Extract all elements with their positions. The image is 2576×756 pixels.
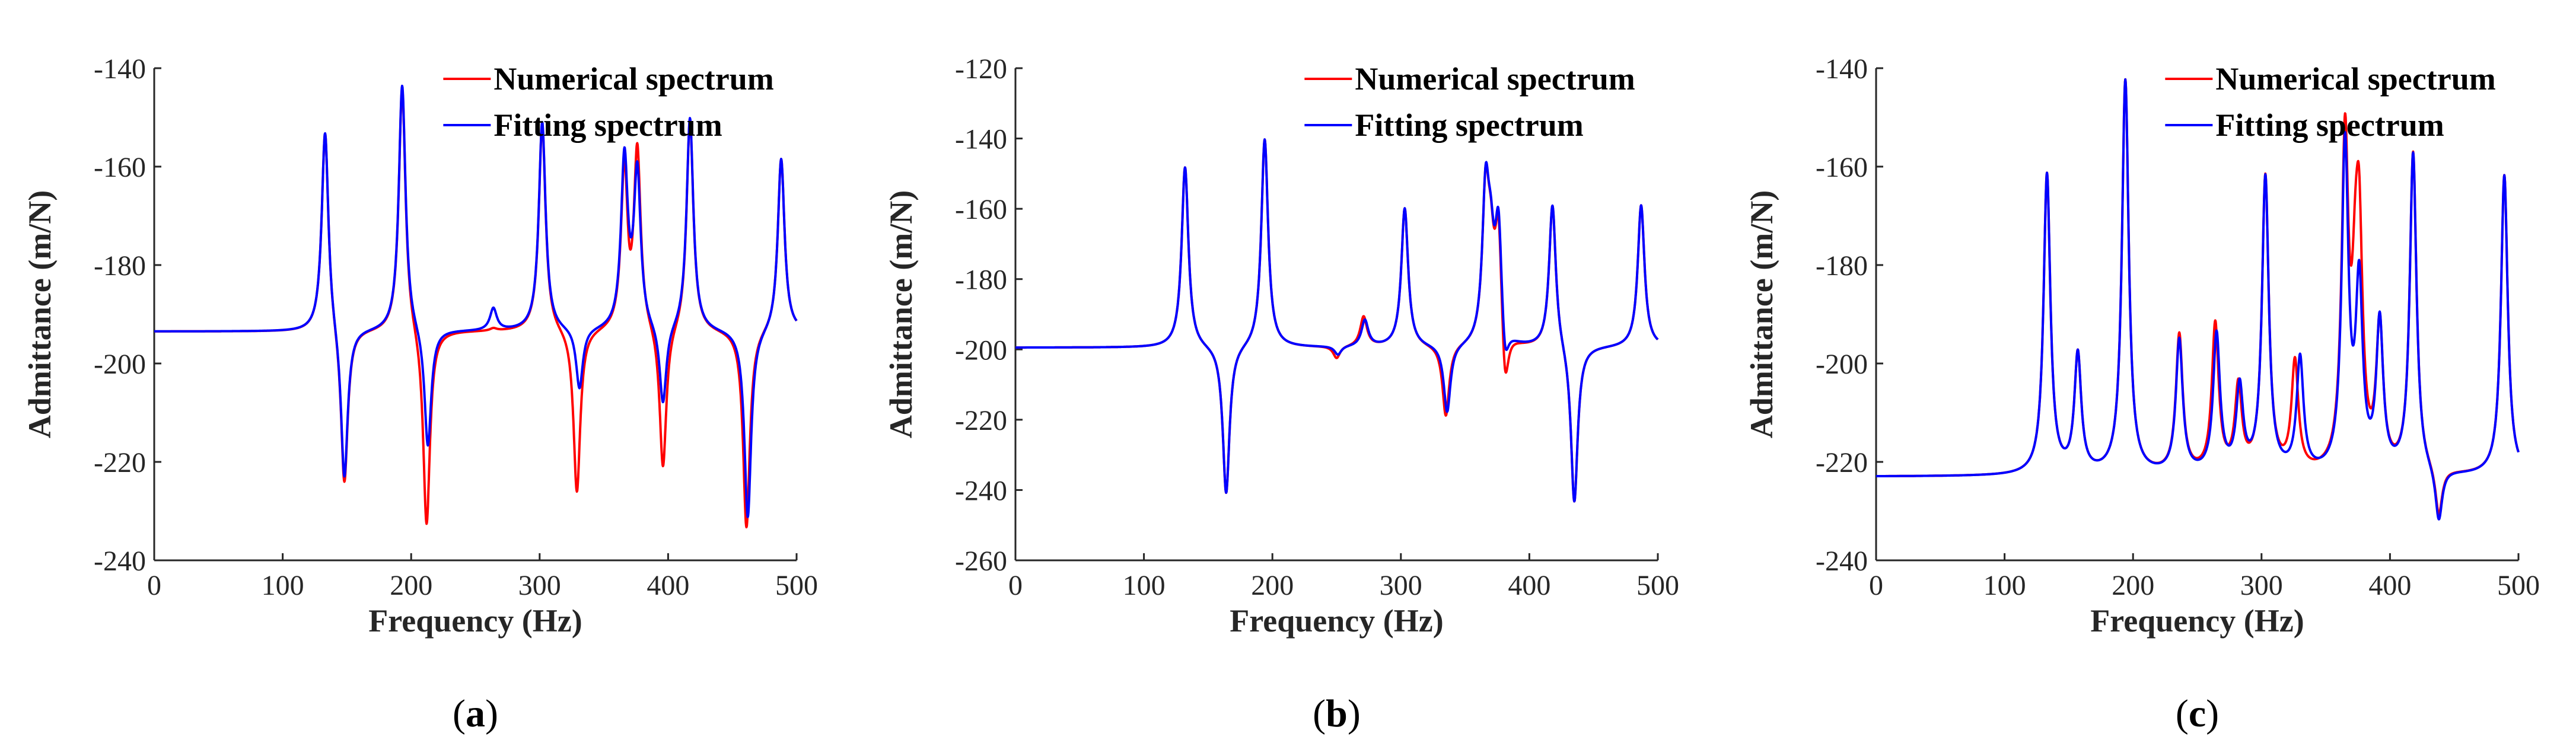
x-tick-label: 400 xyxy=(647,570,689,601)
x-tick-label: 400 xyxy=(1508,570,1550,601)
y-tick-label: -180 xyxy=(94,250,146,282)
legend-entry: Numerical spectrum xyxy=(2215,61,2495,97)
x-tick-label: 0 xyxy=(1008,570,1023,601)
y-tick-label: -200 xyxy=(955,334,1007,366)
x-tick-label: 300 xyxy=(518,570,561,601)
legend-entry: Numerical spectrum xyxy=(493,61,773,97)
x-tick-label: 400 xyxy=(2368,570,2411,601)
panel-label: (c) xyxy=(2176,692,2219,735)
y-tick-label: -160 xyxy=(955,194,1007,225)
y-tick-label: -240 xyxy=(94,546,146,577)
y-tick-label: -200 xyxy=(94,349,146,380)
x-tick-label: 0 xyxy=(1869,570,1883,601)
x-tick-label: 100 xyxy=(1983,570,2026,601)
x-tick-label: 200 xyxy=(1251,570,1294,601)
x-tick-label: 300 xyxy=(1380,570,1422,601)
panel-label: (a) xyxy=(453,692,498,735)
y-tick-label: -120 xyxy=(955,53,1007,85)
legend-entry: Fitting spectrum xyxy=(1355,107,1583,143)
y-tick-label: -260 xyxy=(955,546,1007,577)
y-tick-label: -180 xyxy=(955,264,1007,296)
y-axis-label: Admittance (m/N) xyxy=(1744,190,1779,438)
y-tick-label: -180 xyxy=(1816,250,1868,282)
series-line-fitting xyxy=(1875,78,2520,521)
y-axis-label: Admittance (m/N) xyxy=(883,190,919,438)
y-tick-label: -160 xyxy=(1816,152,1868,183)
x-tick-label: 500 xyxy=(2497,570,2540,601)
chart-panel-a: 0 100 200 300 400 500 -240 -220 -200 -180 -160 -140… xyxy=(22,53,818,735)
x-tick-label: 500 xyxy=(1636,570,1679,601)
x-tick-label: 100 xyxy=(262,570,304,601)
legend-entry: Numerical spectrum xyxy=(1355,61,1635,97)
y-tick-label: -240 xyxy=(955,475,1007,506)
panel-label: (b) xyxy=(1313,692,1361,735)
y-axis-label: Admittance (m/N) xyxy=(22,190,58,438)
y-tick-label: -140 xyxy=(1816,53,1868,85)
chart-panel-b: 0 100 200 300 400 500 -260 -240 -220 -200 -180 -160… xyxy=(883,53,1679,735)
y-tick-label: -200 xyxy=(1816,349,1868,380)
y-tick-label: -220 xyxy=(1816,447,1868,479)
y-tick-label: -220 xyxy=(955,405,1007,436)
series-line-fitting xyxy=(153,84,798,518)
series-line-fitting xyxy=(1014,138,1659,503)
x-tick-label: 200 xyxy=(2112,570,2154,601)
x-axis-label: Frequency (Hz) xyxy=(1230,603,1443,639)
x-axis-label: Frequency (Hz) xyxy=(2090,603,2304,639)
legend-entry: Fitting spectrum xyxy=(2215,107,2444,143)
x-tick-label: 500 xyxy=(775,570,818,601)
y-tick-label: -160 xyxy=(94,152,146,183)
y-tick-label: -220 xyxy=(94,447,146,479)
x-tick-label: 0 xyxy=(147,570,161,601)
y-tick-label: -140 xyxy=(94,53,146,85)
legend-entry: Fitting spectrum xyxy=(493,107,722,143)
x-axis-label: Frequency (Hz) xyxy=(368,603,582,639)
x-tick-label: 100 xyxy=(1123,570,1166,601)
y-tick-label: -240 xyxy=(1816,546,1868,577)
x-tick-label: 200 xyxy=(390,570,432,601)
y-tick-label: -140 xyxy=(955,124,1007,155)
x-tick-label: 300 xyxy=(2240,570,2283,601)
chart-panel-c: 0 100 200 300 400 500 -240 -220 -200 -180 -160 -140… xyxy=(1744,53,2540,735)
